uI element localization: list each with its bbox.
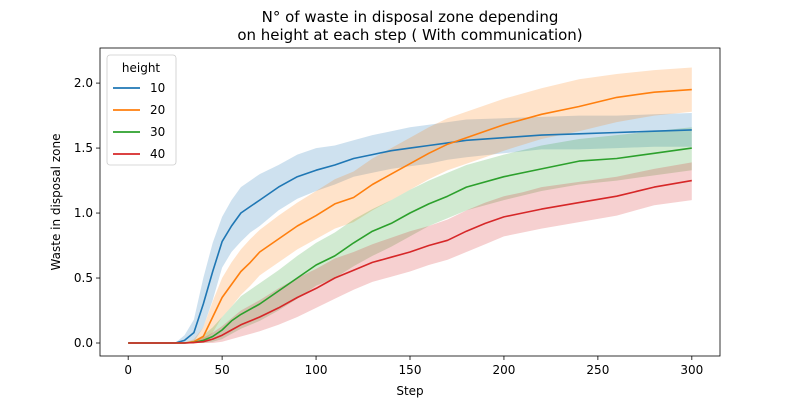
series-lines [128,88,692,344]
line-height-40 [128,179,692,344]
legend-label-40: 40 [150,147,165,161]
line-height-30 [128,147,692,344]
band-height-10 [128,113,692,343]
x-tick-label: 150 [399,363,422,377]
x-axis-label: Step [396,384,423,398]
y-tick-label: 0.5 [74,271,93,285]
chart-title-line-2: on height at each step ( With communicat… [237,26,582,44]
legend-label-30: 30 [150,125,165,139]
x-tick-label: 250 [586,363,609,377]
legend-items: 10 20 30 40 [113,81,165,161]
y-axis-ticks: 0.0 0.5 1.0 1.5 2.0 [74,76,100,350]
x-tick-label: 0 [124,363,132,377]
x-axis-ticks: 0 50 100 150 200 250 300 [124,356,703,377]
legend-box [106,54,177,166]
x-tick-label: 300 [680,363,703,377]
y-tick-label: 2.0 [74,76,93,90]
x-tick-label: 200 [492,363,515,377]
legend-title: height [122,61,161,75]
legend-label-10: 10 [150,81,165,95]
line-height-20 [128,88,692,344]
y-axis-label: Waste in disposal zone [49,134,63,271]
line-height-10 [128,129,692,344]
x-tick-label: 100 [305,363,328,377]
y-tick-label: 1.5 [74,141,93,155]
x-tick-label: 50 [214,363,229,377]
band-height-20 [128,67,692,343]
legend-label-20: 20 [150,103,165,117]
legend: height 10 20 30 40 [106,54,177,166]
y-tick-label: 0.0 [74,336,93,350]
y-tick-label: 1.0 [74,206,93,220]
band-height-30 [128,127,692,343]
chart-title-line-1: N° of waste in disposal zone depending [262,8,559,26]
